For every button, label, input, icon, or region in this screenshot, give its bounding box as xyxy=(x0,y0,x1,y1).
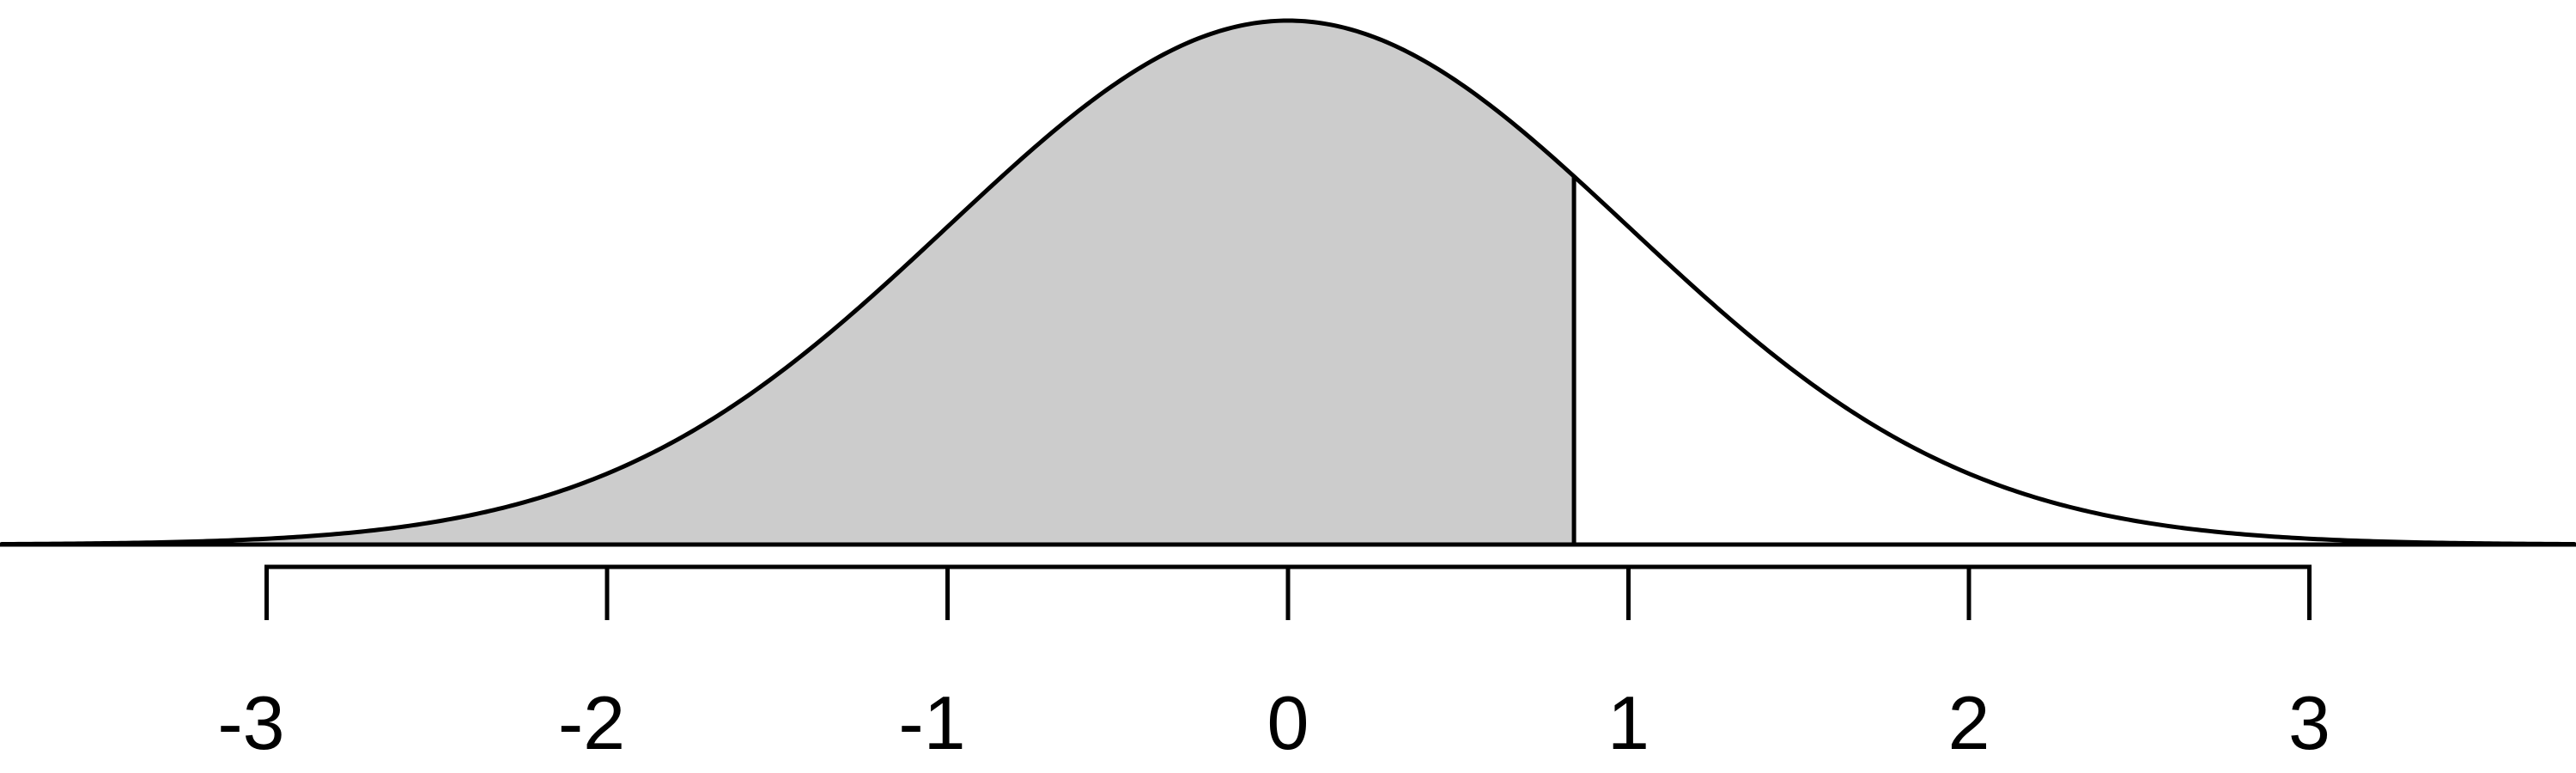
density-curve xyxy=(1,18,2575,547)
tick-label: 0 xyxy=(1267,680,1309,765)
tick-label: 1 xyxy=(1607,680,1649,765)
x-axis: -3 -2 -1 0 1 2 3 xyxy=(217,564,2330,765)
shaded-area xyxy=(1,21,1575,545)
axis-tick-labels: -3 -2 -1 0 1 2 3 xyxy=(217,680,2330,765)
tick-label: -3 xyxy=(217,680,284,765)
axis-ticks xyxy=(264,564,2312,620)
tick-label: 2 xyxy=(1948,680,1990,765)
tick-label: -2 xyxy=(558,680,625,765)
tick-label: -1 xyxy=(898,680,965,765)
tick-label: 3 xyxy=(2288,680,2330,765)
